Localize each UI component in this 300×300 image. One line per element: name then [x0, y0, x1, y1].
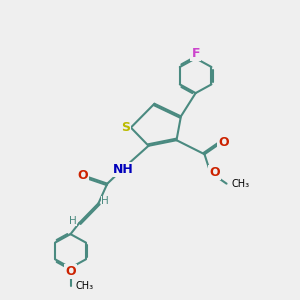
Text: O: O: [209, 166, 220, 179]
Text: CH₃: CH₃: [232, 179, 250, 189]
Text: H: H: [101, 196, 109, 206]
Text: F: F: [191, 47, 200, 60]
Text: O: O: [77, 169, 88, 182]
Text: CH₃: CH₃: [76, 281, 94, 291]
Text: NH: NH: [113, 163, 134, 176]
Text: O: O: [218, 136, 229, 149]
Text: O: O: [65, 265, 76, 278]
Text: H: H: [69, 216, 77, 226]
Text: S: S: [121, 121, 130, 134]
